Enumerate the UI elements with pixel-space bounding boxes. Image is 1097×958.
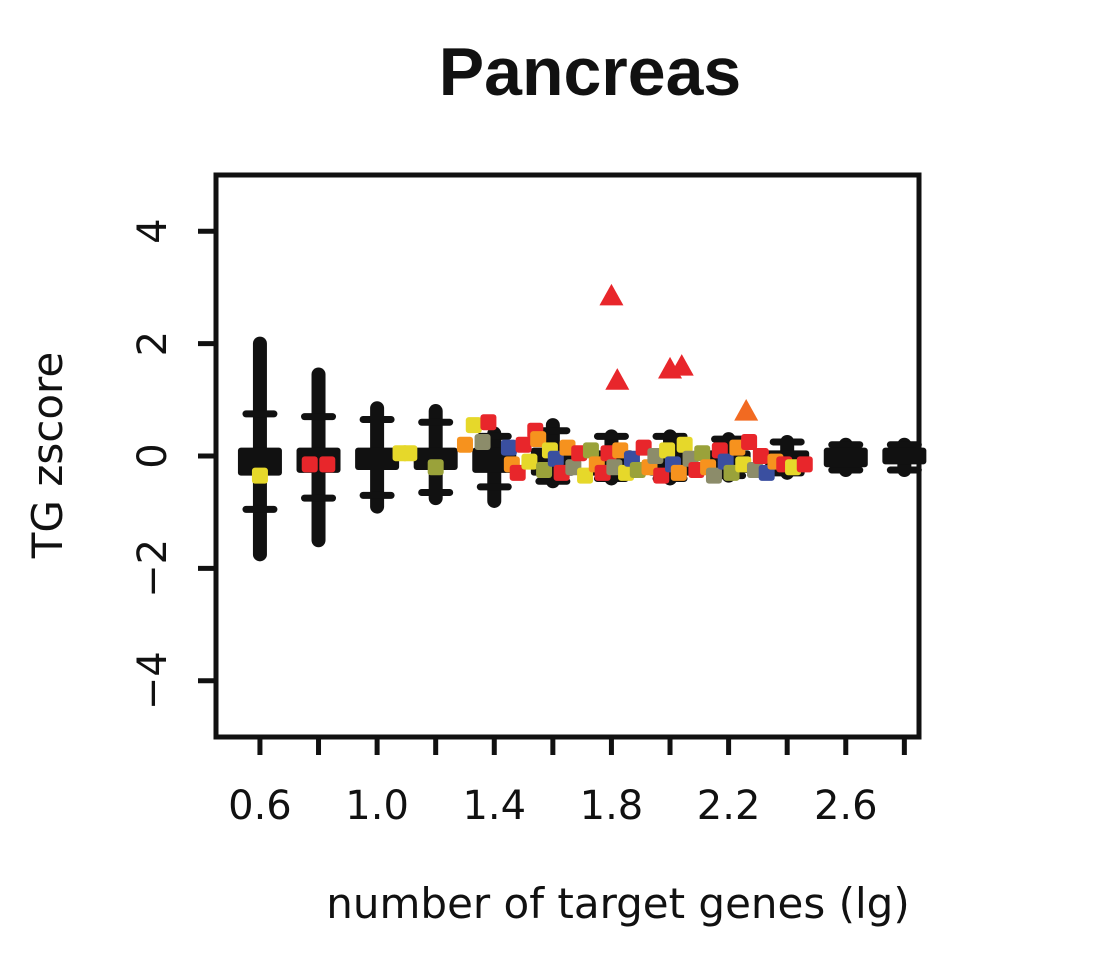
data-point <box>577 467 594 484</box>
y-tick-label: 2 <box>130 331 176 356</box>
chart-title: Pancreas <box>439 34 741 110</box>
data-point <box>509 464 526 481</box>
highlight-triangle <box>605 368 630 390</box>
data-point <box>536 462 553 479</box>
data-point <box>659 442 676 459</box>
data-point <box>741 433 758 450</box>
highlight-triangle <box>599 283 624 306</box>
x-tick-label: 1.4 <box>462 783 526 829</box>
data-point <box>500 439 517 456</box>
data-point <box>465 417 482 434</box>
data-point <box>515 436 532 453</box>
box-body <box>413 447 458 471</box>
data-point <box>705 467 722 484</box>
box-body <box>355 447 400 471</box>
x-tick-label: 1.8 <box>580 783 644 829</box>
y-axis: 4 2 0 −2 −4 <box>130 218 216 710</box>
x-axis: 0.6 1.0 1.4 1.8 2.2 2.6 <box>228 737 907 829</box>
y-tick-label: 4 <box>130 218 176 243</box>
data-point <box>547 450 564 467</box>
data-point <box>480 414 497 431</box>
x-tick-label: 2.6 <box>814 783 878 829</box>
x-tick-label: 0.6 <box>228 783 292 829</box>
data-point <box>752 448 769 464</box>
data-point <box>582 442 599 459</box>
data-point <box>694 445 711 462</box>
data-point <box>427 459 444 476</box>
y-tick-label: −2 <box>130 539 176 598</box>
box-body <box>823 447 868 468</box>
data-point <box>653 467 670 484</box>
data-point <box>521 453 538 470</box>
data-point <box>456 436 473 453</box>
chart-marks <box>237 283 927 562</box>
highlight-triangle <box>734 399 759 421</box>
y-tick-label: −4 <box>130 651 176 710</box>
x-axis-title: number of target genes (lg) <box>326 879 909 928</box>
data-point <box>319 456 336 473</box>
data-point <box>796 456 813 473</box>
x-tick-label: 1.0 <box>345 783 409 829</box>
box-body <box>882 447 927 465</box>
y-axis-title: TG zscore <box>23 352 72 559</box>
box-body <box>237 447 282 476</box>
data-point <box>301 456 318 473</box>
data-point <box>530 431 547 448</box>
x-tick-label: 2.2 <box>697 783 761 829</box>
highlight-triangle <box>669 354 694 376</box>
y-tick-label: 0 <box>130 443 176 468</box>
data-point <box>401 445 418 462</box>
data-point <box>670 464 687 481</box>
data-point <box>474 433 491 450</box>
data-point <box>251 467 268 484</box>
data-point <box>676 436 693 453</box>
